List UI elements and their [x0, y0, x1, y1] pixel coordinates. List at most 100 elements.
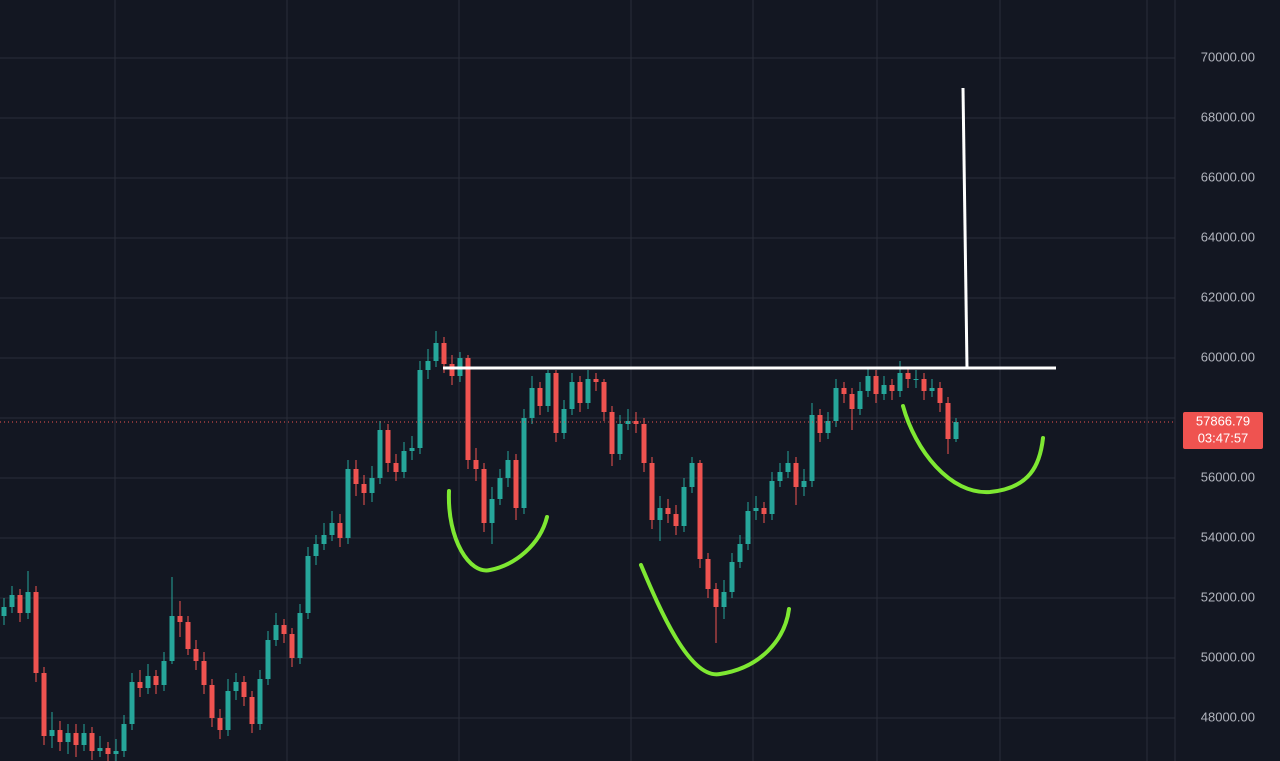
y-tick-label: 70000.00	[1201, 49, 1255, 64]
candle-body	[113, 751, 119, 755]
candle-body	[377, 430, 383, 479]
candle-body	[617, 424, 623, 455]
candle-body	[209, 685, 215, 719]
candle-body	[777, 472, 783, 482]
candle-body	[329, 523, 335, 536]
candle-body	[833, 388, 839, 422]
candle-body	[689, 463, 695, 488]
candle-body	[593, 378, 599, 383]
candle-body	[169, 616, 175, 662]
candle-body	[641, 424, 647, 464]
candle-body	[385, 430, 391, 464]
candle-body	[761, 508, 767, 515]
candle-body	[129, 682, 135, 725]
y-tick-label: 64000.00	[1201, 229, 1255, 244]
candle-body	[849, 394, 855, 410]
candle-body	[97, 748, 103, 752]
left-shoulder	[446, 489, 549, 573]
candle-body	[153, 676, 159, 686]
candle-body	[553, 372, 559, 434]
y-tick-label: 62000.00	[1201, 289, 1255, 304]
candle-body	[257, 679, 263, 725]
plot	[0, 57, 1175, 761]
candle-body	[585, 378, 591, 404]
candle-body	[145, 676, 151, 689]
candle-body	[537, 388, 543, 407]
candle-body	[513, 460, 519, 509]
candle-body	[785, 463, 791, 473]
candle-body	[625, 421, 631, 425]
candle-body	[193, 649, 199, 662]
countdown-label: 03:47:57	[1198, 430, 1249, 445]
candle-body	[441, 342, 447, 364]
candle-body	[57, 730, 63, 743]
candle-body	[401, 451, 407, 473]
y-tick-label: 52000.00	[1201, 589, 1255, 604]
candle-body	[577, 382, 583, 404]
candle-body	[945, 403, 951, 440]
candle-body	[17, 595, 23, 614]
candle-body	[265, 640, 271, 680]
candle-body	[753, 508, 759, 512]
candle-body	[81, 733, 87, 746]
candle-body	[529, 388, 535, 419]
candle-body	[673, 514, 679, 527]
candle-body	[393, 463, 399, 473]
candle-body	[249, 697, 255, 725]
candle-body	[841, 388, 847, 395]
candle-body	[737, 544, 743, 563]
y-tick-label: 54000.00	[1201, 529, 1255, 544]
candle-body	[353, 469, 359, 485]
candle-body	[745, 511, 751, 545]
candle-body	[937, 388, 943, 404]
annotations	[443, 87, 1056, 677]
candle-body	[185, 622, 191, 650]
candle-body	[681, 487, 687, 527]
y-tick-label: 68000.00	[1201, 109, 1255, 124]
candle-body	[361, 484, 367, 494]
candle-body	[665, 508, 671, 515]
candle-body	[137, 682, 143, 689]
candle-body	[41, 673, 47, 737]
candle-body	[473, 460, 479, 470]
y-tick-label: 50000.00	[1201, 649, 1255, 664]
y-tick-label: 66000.00	[1201, 169, 1255, 184]
candle-body	[865, 375, 871, 392]
candle-body	[281, 625, 287, 635]
candle-body	[9, 595, 15, 608]
candle-body	[697, 463, 703, 560]
candle-body	[561, 409, 567, 434]
candle-body	[345, 469, 351, 539]
candle-body	[417, 369, 423, 449]
candle-body	[889, 385, 895, 392]
target-line	[961, 87, 969, 369]
candle-body	[769, 481, 775, 515]
candle-body	[49, 730, 55, 737]
candle-body	[409, 448, 415, 452]
candle-body	[225, 691, 231, 731]
right-shoulder	[901, 404, 1045, 495]
candle-body	[521, 418, 527, 509]
candle-body	[177, 616, 183, 623]
candle-body	[953, 421, 959, 440]
candle-body	[297, 613, 303, 659]
head	[639, 563, 791, 677]
candle-body	[921, 378, 927, 392]
candle-body	[105, 748, 111, 755]
candle-body	[489, 499, 495, 524]
candle-body	[425, 360, 431, 370]
candle-body	[609, 412, 615, 455]
candle-body	[713, 589, 719, 608]
candle-body	[73, 733, 79, 746]
candle-body	[505, 460, 511, 479]
candle-body	[881, 385, 887, 395]
candle-body	[569, 382, 575, 410]
y-tick-label: 60000.00	[1201, 349, 1255, 364]
candle-body	[793, 463, 799, 488]
candle-body	[465, 357, 471, 461]
candle-body	[33, 592, 39, 674]
candle-body	[633, 421, 639, 425]
candle-body	[433, 342, 439, 361]
